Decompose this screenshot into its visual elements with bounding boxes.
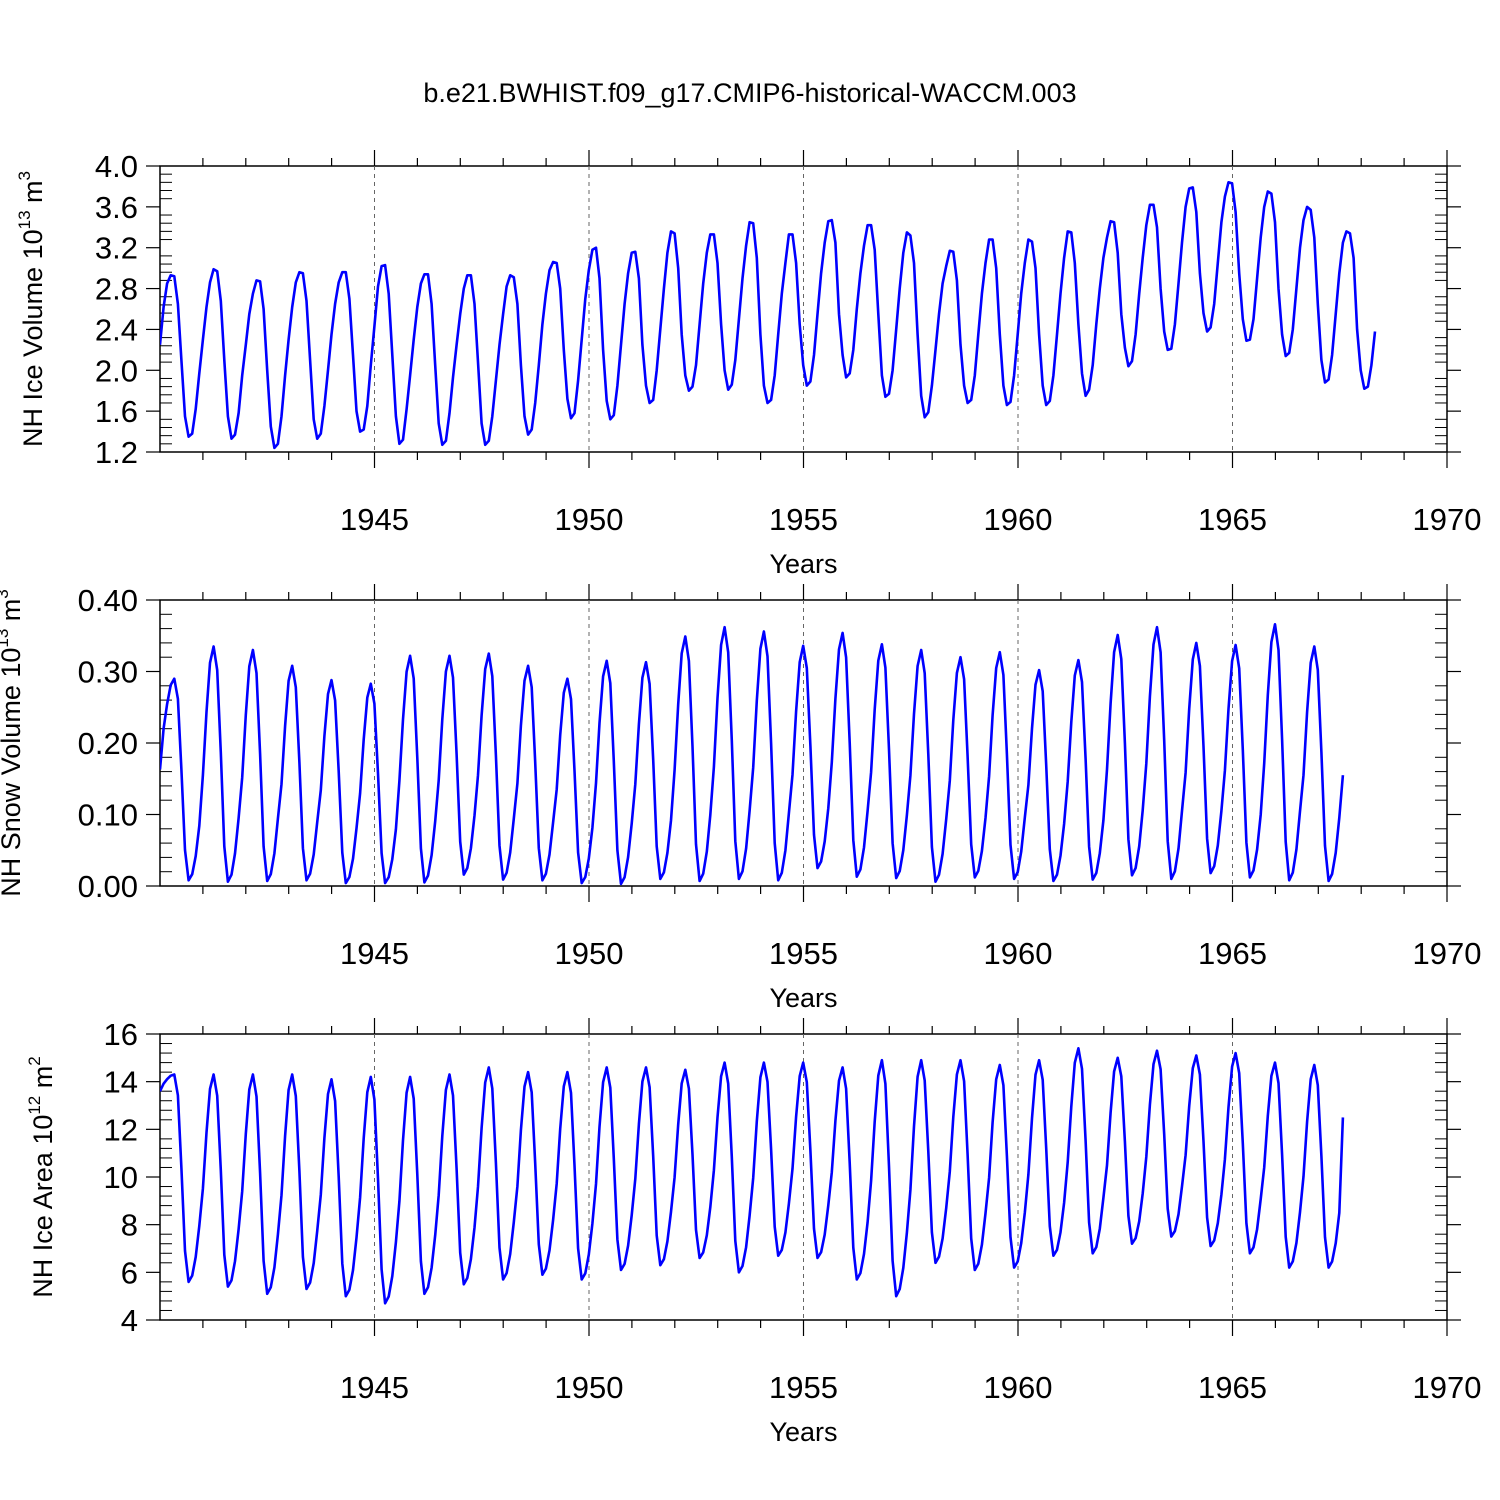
y-tick-label: 1.6 [95, 394, 138, 429]
series-line-ice-volume [160, 181, 1377, 450]
series-line-snow-volume [160, 622, 1345, 886]
y-axis-label-unit: m [18, 180, 48, 210]
y-tick-label: 3.6 [95, 190, 138, 225]
y-tick-label: 6 [121, 1255, 138, 1290]
x-tick-label: 1950 [555, 936, 624, 971]
y-axis-label-unit-exponent: 3 [15, 171, 34, 180]
x-tick-label: 1960 [984, 936, 1053, 971]
x-tick-label: 1970 [1413, 1370, 1482, 1405]
x-tick-label: 1965 [1198, 936, 1267, 971]
y-axis-label-exponent: 13 [0, 629, 12, 648]
series-line-ice-area [160, 1047, 1345, 1305]
y-axis-label-exponent: 13 [15, 210, 34, 229]
y-tick-label: 10 [104, 1160, 138, 1195]
y-tick-label: 2.8 [95, 272, 138, 307]
y-tick-label: 0.00 [78, 869, 138, 904]
panel-ice-area: 4 6 8 10 12 14 16 1945 1950 1955 1960 1965 1970 Years… [25, 1017, 1481, 1447]
x-tick-label: 1945 [340, 502, 409, 537]
y-tick-label: 2.4 [95, 312, 138, 347]
y-axis-label-exponent: 12 [25, 1096, 44, 1115]
y-axis-label-unit-exponent: 3 [0, 589, 12, 598]
y-tick-label: 14 [104, 1065, 138, 1100]
y-tick-label: 4 [121, 1303, 138, 1338]
y-axis-label-unit: m [28, 1066, 58, 1096]
y-axis-label-text: NH Snow Volume 10 [0, 648, 26, 897]
x-tick-label: 1955 [769, 936, 838, 971]
x-tick-label: 1950 [555, 1370, 624, 1405]
x-tick-label: 1945 [340, 1370, 409, 1405]
y-tick-label: 0.20 [78, 726, 138, 761]
x-axis-label: Years [769, 1417, 837, 1447]
y-axis-label-text: NH Ice Volume 10 [18, 229, 48, 447]
x-tick-label: 1945 [340, 936, 409, 971]
x-tick-label: 1960 [984, 1370, 1053, 1405]
y-tick-label: 0.40 [78, 583, 138, 618]
y-axis-label: NH Ice Volume 1013 m3 [15, 171, 48, 447]
x-tick-label: 1970 [1413, 936, 1482, 971]
y-tick-label: 1.2 [95, 435, 138, 470]
x-tick-label: 1955 [769, 502, 838, 537]
x-tick-label: 1965 [1198, 1370, 1267, 1405]
x-tick-label: 1965 [1198, 502, 1267, 537]
y-axis-label-text: NH Ice Area 10 [28, 1115, 58, 1298]
x-axis-label: Years [769, 549, 837, 579]
y-tick-label: 3.2 [95, 231, 138, 266]
x-tick-label: 1960 [984, 502, 1053, 537]
y-tick-label: 16 [104, 1017, 138, 1052]
y-axis-label-unit: m [0, 599, 26, 629]
y-axis-label-unit-exponent: 2 [25, 1056, 44, 1065]
panels: 1.2 1.6 2.0 2.4 2.8 3.2 3.6 4.0 1945 1950 1955 1960… [0, 149, 1481, 1447]
y-tick-label: 0.10 [78, 798, 138, 833]
x-tick-label: 1970 [1413, 502, 1482, 537]
y-axis-label: NH Snow Volume 1013 m3 [0, 589, 26, 897]
panel-ice-volume: 1.2 1.6 2.0 2.4 2.8 3.2 3.6 4.0 1945 1950 1955 1960… [15, 149, 1481, 579]
y-tick-label: 8 [121, 1208, 138, 1243]
y-tick-label: 12 [104, 1112, 138, 1147]
x-axis-label: Years [769, 983, 837, 1013]
x-tick-label: 1950 [555, 502, 624, 537]
y-tick-label: 2.0 [95, 353, 138, 388]
y-tick-label: 0.30 [78, 655, 138, 690]
figure-title: b.e21.BWHIST.f09_g17.CMIP6-historical-WA… [423, 78, 1076, 108]
x-tick-label: 1955 [769, 1370, 838, 1405]
panel-snow-volume: 0.00 0.10 0.20 0.30 0.40 1945 1950 1955 1960 1965… [0, 583, 1481, 1013]
y-tick-label: 4.0 [95, 149, 138, 184]
y-axis-label: NH Ice Area 1012 m2 [25, 1056, 58, 1297]
